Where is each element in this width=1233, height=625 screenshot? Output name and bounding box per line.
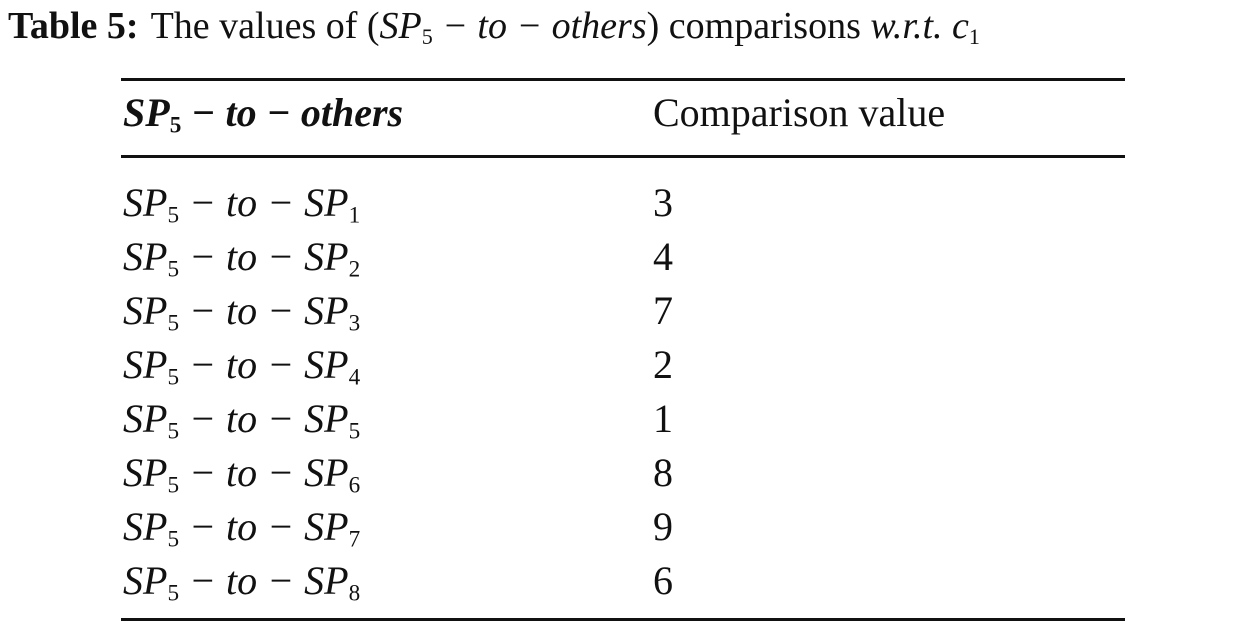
row-label: SP5 − to − SP5 [123,396,361,445]
caption-part: The values of ( [150,5,380,47]
row-label: SP5 − to − SP2 [123,234,361,283]
caption-label: Table 5: [8,5,139,47]
header-cell: SP5 − to − others [123,90,404,139]
caption-part: w.r.t. c1 [870,5,980,50]
row-value: 8 [653,450,673,495]
header-cell: Comparison value [653,90,946,135]
top-rule [121,78,1125,81]
row-value: 7 [653,288,673,333]
row-value: 9 [653,504,673,549]
row-value: 1 [653,396,673,441]
caption: Table 5: The values of (SP5 − to − others… [8,2,980,50]
mid-rule [121,155,1125,158]
bottom-rule [121,618,1125,621]
row-label: SP5 − to − SP4 [123,342,361,391]
row-label: SP5 − to − SP8 [123,558,361,607]
row-value: 3 [653,180,673,225]
caption-text: The values of (SP5 − to − others) compar… [150,5,980,50]
row-value: 4 [653,234,673,279]
row-label: SP5 − to − SP7 [123,504,361,553]
row-value: 2 [653,342,673,387]
caption-part: ) comparisons [646,5,871,47]
caption-part: SP5 − to − others [379,5,647,50]
row-value: 6 [653,558,673,603]
row-label: SP5 − to − SP6 [123,450,361,499]
row-label: SP5 − to − SP1 [123,180,361,229]
row-label: SP5 − to − SP3 [123,288,361,337]
